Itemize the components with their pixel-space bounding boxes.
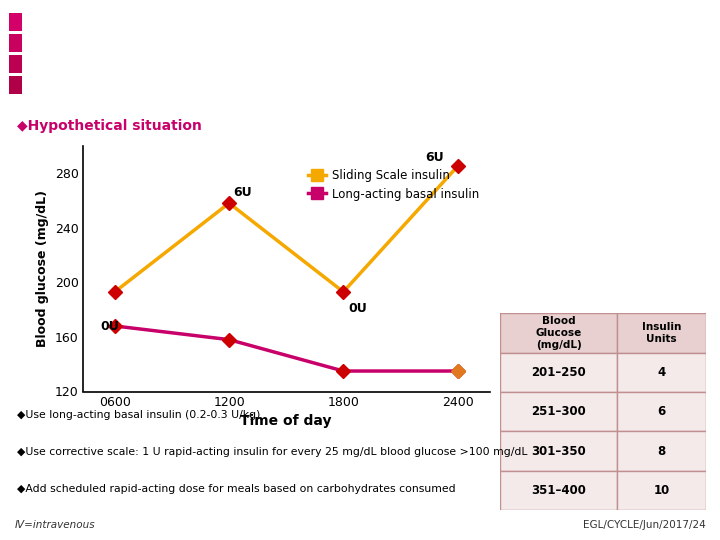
Text: 4: 4 xyxy=(657,366,665,379)
Bar xyxy=(500,313,617,353)
Bar xyxy=(9,14,22,31)
Bar xyxy=(500,471,617,510)
Text: 301–350: 301–350 xyxy=(531,444,586,458)
Bar xyxy=(9,76,22,94)
Text: 0U: 0U xyxy=(348,302,366,315)
Bar xyxy=(500,392,617,431)
Text: 351–400: 351–400 xyxy=(531,484,586,497)
X-axis label: Time of day: Time of day xyxy=(240,414,332,428)
Text: 201–250: 201–250 xyxy=(531,366,586,379)
Text: 8: 8 xyxy=(657,444,665,458)
Bar xyxy=(500,431,617,471)
Legend: Sliding Scale insulin, Long-acting basal insulin: Sliding Scale insulin, Long-acting basal… xyxy=(303,164,484,205)
Text: 6U: 6U xyxy=(426,151,444,164)
Text: ◆Add scheduled rapid-acting dose for meals based on carbohydrates consumed: ◆Add scheduled rapid-acting dose for mea… xyxy=(17,484,456,495)
Bar xyxy=(500,313,706,353)
Text: 251–300: 251–300 xyxy=(531,405,586,418)
Text: (Basal Replacement + Meal/Corrective Doses): (Basal Replacement + Meal/Corrective Dos… xyxy=(35,70,574,90)
Bar xyxy=(9,56,22,73)
Bar xyxy=(617,392,706,431)
Bar xyxy=(617,353,706,392)
Y-axis label: Blood glucose (mg/dL): Blood glucose (mg/dL) xyxy=(36,190,49,347)
Text: Sliding Scale vs. Scheduled Insulin: Sliding Scale vs. Scheduled Insulin xyxy=(35,23,443,43)
Text: ◆Use corrective scale: 1 U rapid-acting insulin for every 25 mg/dL blood glucose: ◆Use corrective scale: 1 U rapid-acting … xyxy=(17,447,527,457)
Bar xyxy=(9,35,22,52)
Bar xyxy=(617,431,706,471)
Text: ◆Hypothetical situation: ◆Hypothetical situation xyxy=(17,119,202,133)
Bar xyxy=(617,313,706,353)
Text: 0U: 0U xyxy=(100,320,119,333)
Text: Insulin
Units: Insulin Units xyxy=(642,322,681,344)
Text: 10: 10 xyxy=(653,484,670,497)
Text: 6U: 6U xyxy=(233,186,252,199)
Text: EGL/CYCLE/Jun/2017/24: EGL/CYCLE/Jun/2017/24 xyxy=(583,520,706,530)
Bar xyxy=(617,471,706,510)
Text: Blood
Glucose
(mg/dL): Blood Glucose (mg/dL) xyxy=(536,316,582,349)
Text: 6: 6 xyxy=(657,405,665,418)
Text: IV=intravenous: IV=intravenous xyxy=(14,520,95,530)
Bar xyxy=(500,353,617,392)
Text: ◆Use long-acting basal insulin (0.2-0.3 U/kg): ◆Use long-acting basal insulin (0.2-0.3 … xyxy=(17,410,260,420)
